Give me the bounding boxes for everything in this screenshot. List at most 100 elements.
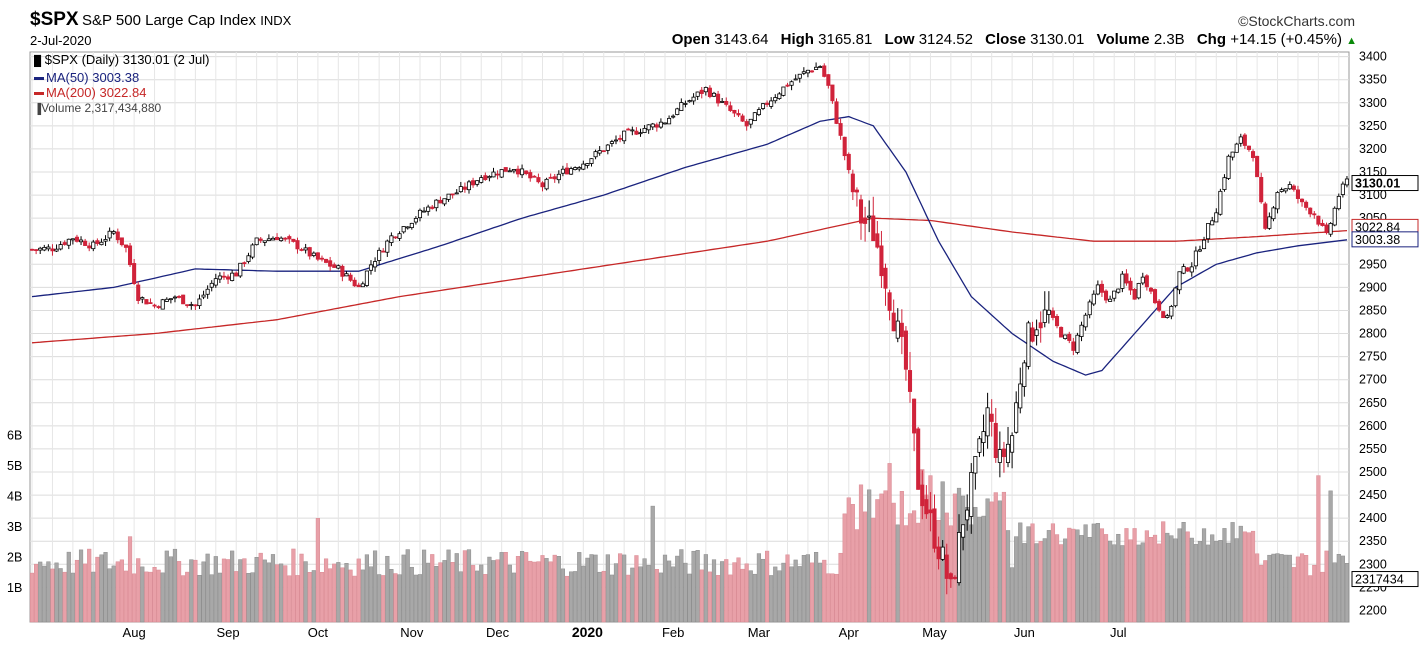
volume-bar <box>246 573 251 623</box>
candle-body <box>74 236 79 242</box>
candle-body <box>50 248 55 252</box>
candle-body <box>822 65 827 77</box>
candle-body <box>720 101 725 103</box>
volume-tick-label: 5B <box>7 459 22 473</box>
candle-body <box>589 158 594 164</box>
candle-body <box>650 123 655 128</box>
candle-body <box>577 167 582 170</box>
candle-body <box>1091 293 1096 305</box>
volume-bar <box>691 550 696 623</box>
candle-body <box>838 123 843 136</box>
candle-body <box>728 105 733 111</box>
volume-bar <box>634 555 639 623</box>
volume-bar <box>348 569 353 623</box>
candle-body <box>128 245 133 266</box>
candle-body <box>1320 222 1325 226</box>
candle-body <box>899 322 904 337</box>
y-tick-label: 2750 <box>1359 350 1387 364</box>
y-tick-label: 2550 <box>1359 442 1387 456</box>
volume-bar <box>254 557 259 623</box>
candle-body <box>634 130 639 135</box>
candle-body <box>601 150 606 153</box>
candle-body <box>785 84 790 87</box>
candle-body <box>1344 178 1349 186</box>
volume-bar <box>646 565 651 623</box>
candle-body <box>111 231 116 234</box>
candle-body <box>1316 215 1321 225</box>
candle-body <box>642 127 647 133</box>
candle-body <box>1181 266 1186 274</box>
candle-body <box>397 233 402 239</box>
volume-bar <box>1063 538 1068 623</box>
candle-body <box>928 509 933 514</box>
candle-body <box>777 93 782 99</box>
candle-body <box>997 449 1002 463</box>
volume-bar <box>805 554 811 623</box>
volume-bar <box>315 518 320 623</box>
candle-body <box>422 210 427 213</box>
candle-body <box>1124 273 1129 284</box>
volume-bar <box>91 571 96 623</box>
candle-body <box>254 237 259 246</box>
candle-body <box>234 272 239 277</box>
volume-bar <box>863 511 868 623</box>
volume-bar <box>1226 542 1231 623</box>
y-tick-label: 2900 <box>1359 280 1387 294</box>
volume-bar <box>1018 522 1023 623</box>
candle-body <box>1083 314 1088 328</box>
volume-bar <box>466 549 472 623</box>
chg-label: Chg <box>1196 31 1227 48</box>
volume-bar <box>1124 528 1129 623</box>
x-month-label: Mar <box>748 625 771 640</box>
volume-bar <box>368 566 374 623</box>
volume-bar <box>1222 528 1227 623</box>
volume-bar <box>132 573 137 623</box>
candle-body <box>1120 273 1125 289</box>
candle-body <box>181 294 186 305</box>
candle-body <box>189 304 194 306</box>
candle-body <box>1189 266 1194 273</box>
candle-body <box>1312 213 1317 216</box>
candle-body <box>540 182 545 188</box>
candle-body <box>985 407 990 437</box>
volume-bar <box>777 570 782 623</box>
volume-bar <box>626 574 631 623</box>
candle-body <box>691 96 696 102</box>
volume-bar <box>846 497 851 623</box>
candle-body <box>1177 271 1182 291</box>
volume-bar <box>515 556 521 623</box>
y-tick-label: 3300 <box>1359 96 1387 110</box>
volume-bar <box>164 550 169 623</box>
candle-body <box>471 180 476 186</box>
candle-body <box>622 130 627 142</box>
volume-bar <box>307 572 312 623</box>
candle-body <box>66 238 71 246</box>
volume-value: 2.3B <box>1153 31 1185 48</box>
volume-bar <box>1161 521 1166 623</box>
candle-body <box>442 198 447 205</box>
candle-body <box>744 121 749 127</box>
volume-bar <box>613 563 619 623</box>
volume-bar <box>679 549 684 623</box>
volume-bar <box>209 574 214 623</box>
volume-bar <box>797 566 802 623</box>
volume-bar <box>336 562 341 623</box>
volume-bar <box>1005 530 1011 623</box>
volume-bar <box>654 569 659 623</box>
candle-body <box>438 199 443 204</box>
candle-body <box>932 508 937 549</box>
volume-bar <box>446 549 451 623</box>
volume-bar <box>479 564 484 623</box>
candle-body <box>303 247 308 251</box>
volume-bar <box>393 573 398 623</box>
candle-body <box>136 284 141 301</box>
volume-bar <box>1030 523 1035 623</box>
candle-body <box>58 244 63 250</box>
volume-bar <box>536 561 541 623</box>
candle-body <box>1340 183 1345 195</box>
volume-bar <box>822 559 827 623</box>
candle-body <box>907 370 913 392</box>
candle-body <box>830 84 835 102</box>
candle-body <box>1165 315 1170 318</box>
